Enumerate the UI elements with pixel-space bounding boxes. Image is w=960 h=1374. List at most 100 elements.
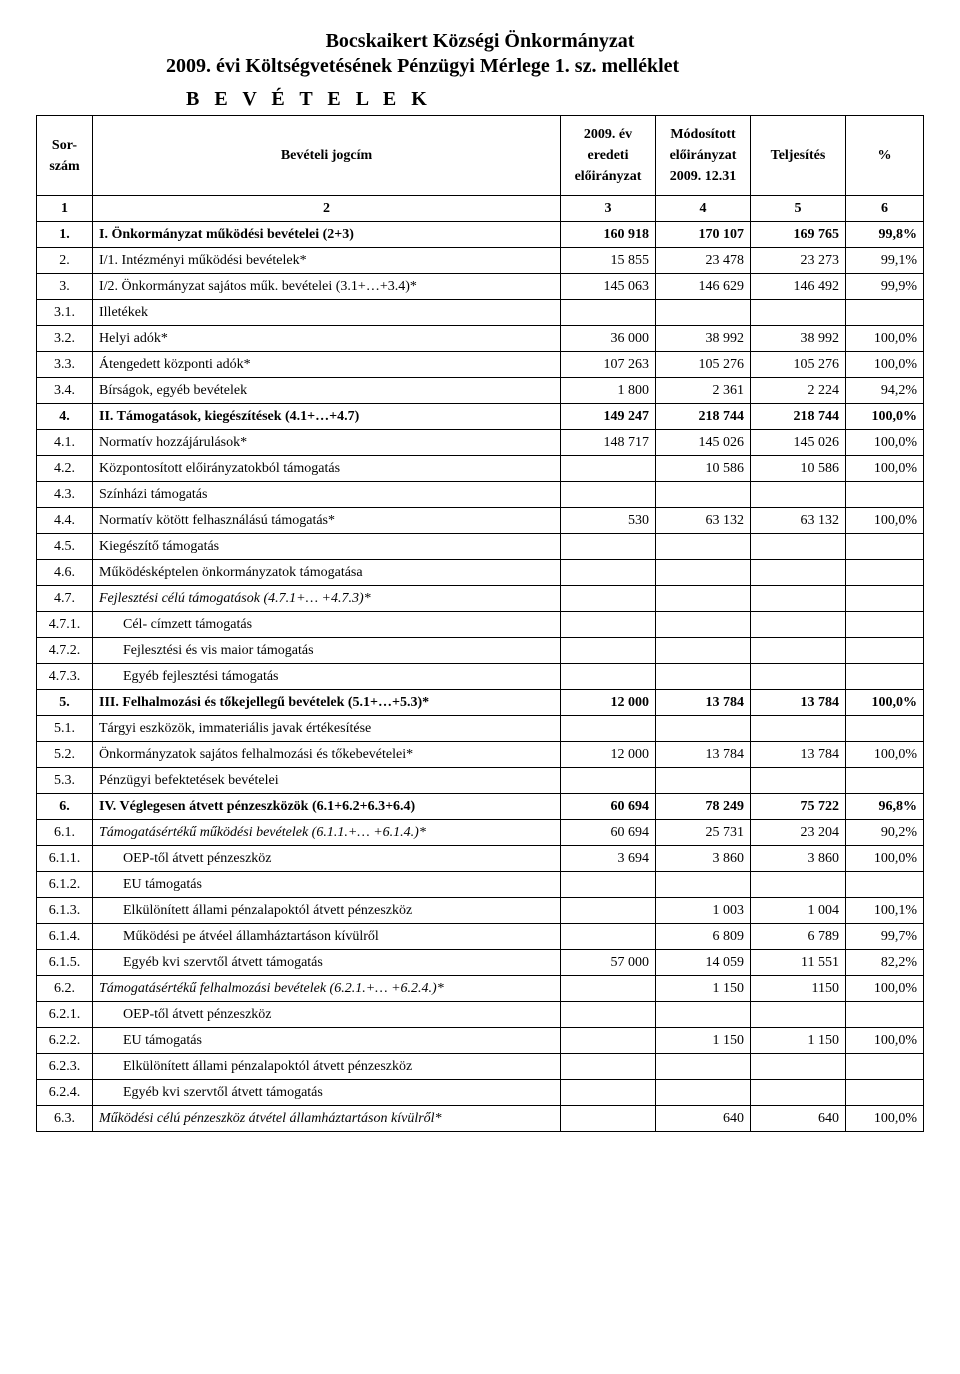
row-sor: 3.4. [37, 378, 93, 404]
row-teljesites: 10 586 [751, 456, 846, 482]
table-row: 5.III. Felhalmozási és tőkejellegű bevét… [37, 690, 924, 716]
table-row: 6.IV. Véglegesen átvett pénzeszközök (6.… [37, 794, 924, 820]
table-row: 4.5.Kiegészítő támogatás [37, 534, 924, 560]
table-row: 1.I. Önkormányzat működési bevételei (2+… [37, 222, 924, 248]
row-pct: 100,0% [846, 976, 924, 1002]
row-sor: 6.2.3. [37, 1054, 93, 1080]
table-row: 4.6.Működésképtelen önkormányzatok támog… [37, 560, 924, 586]
row-sor: 3.2. [37, 326, 93, 352]
row-nev: I. Önkormányzat működési bevételei (2+3) [93, 222, 561, 248]
table-row: 4.7.2.Fejlesztési és vis maior támogatás [37, 638, 924, 664]
hd-5: 5 [751, 196, 846, 222]
row-nev: I/2. Önkormányzat sajátos műk. bevételei… [93, 274, 561, 300]
row-modositott: 1 150 [656, 1028, 751, 1054]
row-sor: 4. [37, 404, 93, 430]
row-eredeti [561, 586, 656, 612]
row-sor: 4.7.1. [37, 612, 93, 638]
row-eredeti: 1 800 [561, 378, 656, 404]
row-pct [846, 482, 924, 508]
row-modositott: 1 003 [656, 898, 751, 924]
row-pct: 100,0% [846, 456, 924, 482]
table-row: 6.1.1.OEP-től átvett pénzeszköz3 6943 86… [37, 846, 924, 872]
row-teljesites [751, 1002, 846, 1028]
row-modositott [656, 560, 751, 586]
row-nev: Központosított előirányzatokból támogatá… [93, 456, 561, 482]
row-nev: Egyéb kvi szervtől átvett támogatás [93, 1080, 561, 1106]
row-eredeti [561, 924, 656, 950]
row-modositott: 23 478 [656, 248, 751, 274]
row-nev: Illetékek [93, 300, 561, 326]
row-modositott: 78 249 [656, 794, 751, 820]
row-nev: Működési pe átvéel államháztartáson kívü… [93, 924, 561, 950]
row-pct: 99,8% [846, 222, 924, 248]
row-nev: Átengedett központi adók* [93, 352, 561, 378]
hd-2: 2 [93, 196, 561, 222]
row-eredeti: 12 000 [561, 690, 656, 716]
row-eredeti [561, 1002, 656, 1028]
row-eredeti [561, 716, 656, 742]
row-pct [846, 664, 924, 690]
table-row: 4.7.Fejlesztési célú támogatások (4.7.1+… [37, 586, 924, 612]
table-row: 3.3.Átengedett központi adók*107 263105 … [37, 352, 924, 378]
row-sor: 3.3. [37, 352, 93, 378]
table-row: 6.1.5.Egyéb kvi szervtől átvett támogatá… [37, 950, 924, 976]
row-nev: Bírságok, egyéb bevételek [93, 378, 561, 404]
row-teljesites [751, 1054, 846, 1080]
row-modositott: 10 586 [656, 456, 751, 482]
table-row: 6.1.Támogatásértékű működési bevételek (… [37, 820, 924, 846]
row-nev: Egyéb fejlesztési támogatás [93, 664, 561, 690]
row-nev: IV. Véglegesen átvett pénzeszközök (6.1+… [93, 794, 561, 820]
row-teljesites [751, 560, 846, 586]
row-nev: Működési célú pénzeszköz átvétel államhá… [93, 1106, 561, 1132]
row-modositott [656, 586, 751, 612]
col-sor: Sor- szám [37, 116, 93, 196]
row-pct: 100,1% [846, 898, 924, 924]
row-nev: Helyi adók* [93, 326, 561, 352]
table-row: 5.2.Önkormányzatok sajátos felhalmozási … [37, 742, 924, 768]
row-modositott [656, 300, 751, 326]
table-row: 3.1.Illetékek [37, 300, 924, 326]
row-sor: 6.1.2. [37, 872, 93, 898]
row-modositott: 38 992 [656, 326, 751, 352]
row-sor: 6. [37, 794, 93, 820]
row-eredeti [561, 664, 656, 690]
row-modositott: 145 026 [656, 430, 751, 456]
row-nev: Önkormányzatok sajátos felhalmozási és t… [93, 742, 561, 768]
row-teljesites: 13 784 [751, 742, 846, 768]
row-teljesites: 640 [751, 1106, 846, 1132]
row-nev: OEP-től átvett pénzeszköz [93, 1002, 561, 1028]
row-eredeti: 107 263 [561, 352, 656, 378]
row-modositott: 105 276 [656, 352, 751, 378]
table-row: 4.4.Normatív kötött felhasználású támoga… [37, 508, 924, 534]
row-nev: Kiegészítő támogatás [93, 534, 561, 560]
row-modositott [656, 716, 751, 742]
row-teljesites [751, 300, 846, 326]
row-modositott: 1 150 [656, 976, 751, 1002]
row-sor: 6.2.1. [37, 1002, 93, 1028]
table-row: 6.2.Támogatásértékű felhalmozási bevétel… [37, 976, 924, 1002]
row-nev: Pénzügyi befektetések bevételei [93, 768, 561, 794]
doc-title-line1: Bocskaikert Községi Önkormányzat [36, 28, 924, 55]
row-teljesites: 169 765 [751, 222, 846, 248]
hd-4: 4 [656, 196, 751, 222]
row-eredeti [561, 300, 656, 326]
row-eredeti [561, 482, 656, 508]
row-nev: Tárgyi eszközök, immateriális javak érté… [93, 716, 561, 742]
row-teljesites: 145 026 [751, 430, 846, 456]
row-pct: 100,0% [846, 326, 924, 352]
row-pct [846, 560, 924, 586]
row-nev: Fejlesztési célú támogatások (4.7.1+… +4… [93, 586, 561, 612]
row-nev: EU támogatás [93, 872, 561, 898]
row-sor: 6.2. [37, 976, 93, 1002]
row-modositott [656, 612, 751, 638]
row-pct [846, 612, 924, 638]
hd-6: 6 [846, 196, 924, 222]
row-pct [846, 1054, 924, 1080]
row-nev: Támogatásértékű felhalmozási bevételek (… [93, 976, 561, 1002]
row-pct: 100,0% [846, 846, 924, 872]
row-eredeti: 3 694 [561, 846, 656, 872]
row-sor: 3.1. [37, 300, 93, 326]
row-nev: Normatív kötött felhasználású támogatás* [93, 508, 561, 534]
row-sor: 5.1. [37, 716, 93, 742]
row-teljesites: 23 273 [751, 248, 846, 274]
